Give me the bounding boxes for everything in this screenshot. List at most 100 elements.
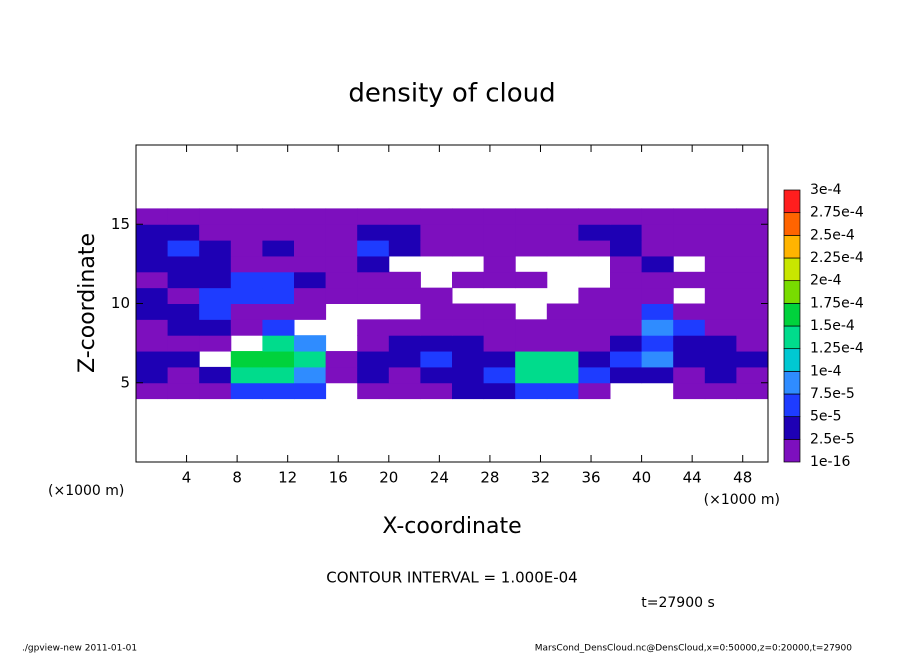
cell [515,240,548,257]
cell [641,208,674,225]
cell [610,303,643,320]
cell [641,224,674,241]
cell [673,351,706,368]
cell [199,287,232,304]
cell [704,319,737,336]
cell [388,366,421,384]
cell [325,240,358,257]
cell [736,271,769,289]
cell [452,224,485,241]
cell [452,382,485,400]
cell [704,287,737,304]
cell [578,366,611,384]
colorbar-box [783,393,801,418]
cell [357,224,390,241]
cell [262,351,295,368]
cell [294,224,327,241]
cell [452,208,485,225]
cell [262,319,295,336]
cell [388,287,421,304]
cell [357,208,390,225]
cell [578,303,611,320]
x-tick-label: 12 [278,469,297,487]
cell [167,271,200,289]
cell [325,366,358,384]
cell [167,303,200,320]
cell [420,335,453,352]
cell [578,287,611,304]
plot-area [136,208,769,400]
cell [357,240,390,257]
cell [294,382,327,400]
x-tick-label: 36 [581,469,600,487]
cell [167,240,200,257]
cell [420,208,453,225]
cell [610,240,643,257]
cell [483,208,516,225]
cell [388,271,421,289]
cell [199,271,232,289]
cell [294,335,327,352]
cell [325,287,358,304]
cell [452,271,485,289]
x-tick-label: 44 [683,469,702,487]
cell [167,319,200,336]
cell [452,351,485,368]
cell [230,382,263,400]
cell [357,319,390,336]
cell [515,319,548,336]
x-tick-label: 28 [480,469,499,487]
cell [199,208,232,225]
cell [136,271,169,289]
cell [420,319,453,336]
colorbar-label: 2e-4 [810,273,842,289]
cell [294,303,327,320]
colorbar-label: 2.25e-4 [810,250,864,266]
cell [262,271,295,289]
colorbar-box [783,302,801,327]
cell [294,271,327,289]
colorbar-box [783,189,801,214]
cell [673,366,706,384]
cell [420,224,453,241]
cell [704,366,737,384]
y-tick-label: 10 [111,294,130,312]
cell [483,255,516,273]
colorbar-label: 2.5e-5 [810,431,855,447]
cell [578,319,611,336]
cell [357,271,390,289]
cell [357,366,390,384]
cell [546,208,579,225]
colorbar-box [783,257,801,282]
colorbar-box [783,280,801,304]
cell [262,224,295,241]
cell [199,335,232,352]
colorbar-label: 1.75e-4 [810,295,864,311]
cell [483,351,516,368]
cell [420,366,453,384]
cell [704,208,737,225]
contour-note: CONTOUR INTERVAL = 1.000E-04 [326,569,577,587]
colorbar-box [783,370,801,395]
cell [673,382,706,400]
cell [610,287,643,304]
cell [641,255,674,273]
cell [294,255,327,273]
colorbar-label: 1e-16 [810,454,850,470]
cell [736,319,769,336]
cell [483,335,516,352]
footer: MarsCond_DensCloud.nc@DensCloud,x=0:5000… [535,644,852,654]
cell [136,335,169,352]
cell [483,303,516,320]
cell [704,335,737,352]
cell [325,208,358,225]
cell [167,366,200,384]
colorbar-label: 2.75e-4 [810,205,864,221]
cell [452,335,485,352]
cell [136,240,169,257]
x-tick-label: 32 [531,469,550,487]
cell [325,255,358,273]
cell [515,351,548,368]
colorbar-box [783,438,801,463]
